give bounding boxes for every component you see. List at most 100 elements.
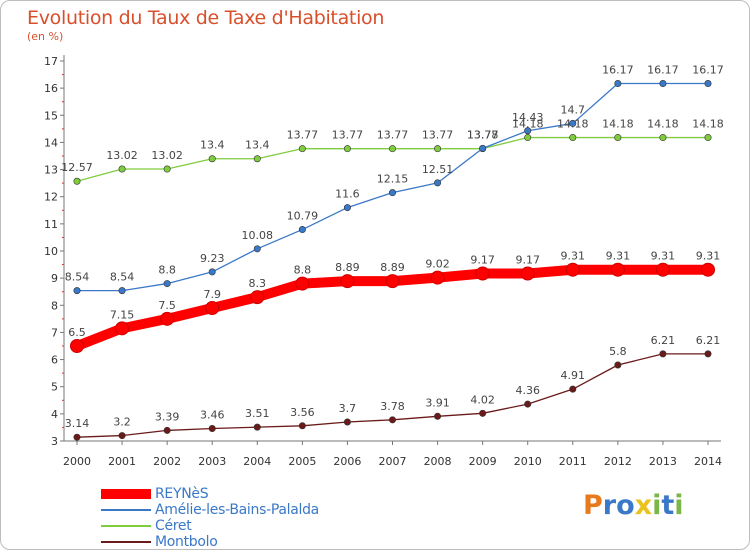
- series-point: [160, 311, 175, 326]
- data-label: 8.8: [294, 264, 312, 277]
- series-point: [343, 145, 351, 153]
- data-label: 3.56: [290, 406, 315, 419]
- data-label: 13.02: [106, 149, 138, 162]
- data-label: 6.21: [651, 334, 676, 347]
- data-label: 14.18: [692, 118, 724, 131]
- data-label: 7.15: [110, 308, 135, 321]
- series-point: [659, 80, 667, 88]
- series-point: [208, 155, 216, 163]
- y-tick-label: 14: [44, 136, 58, 149]
- logo-letter: t: [661, 490, 675, 521]
- series-point: [343, 204, 351, 212]
- data-label: 8.89: [335, 261, 360, 274]
- data-label: 13.77: [467, 129, 499, 142]
- series-point: [475, 266, 490, 281]
- data-label: 10.79: [287, 210, 319, 223]
- x-tick-label: 2011: [559, 455, 587, 468]
- series-point: [73, 177, 81, 185]
- y-tick-label: 13: [44, 164, 58, 177]
- logo-letter: o: [616, 490, 635, 521]
- series-point: [385, 274, 400, 289]
- y-tick-label: 12: [44, 191, 58, 204]
- data-label: 4.36: [515, 384, 540, 397]
- series-point: [70, 339, 84, 353]
- y-tick-label: 9: [51, 272, 58, 285]
- series-point: [655, 262, 670, 277]
- series-point: [118, 432, 126, 440]
- series-line-4: [76, 353, 709, 438]
- chart-unit: (en %): [27, 30, 64, 43]
- legend-swatch: [101, 541, 151, 543]
- legend-label: Amélie-les-Bains-Palalda: [155, 502, 319, 518]
- proxiti-logo: Proxiti: [583, 490, 684, 521]
- series-point: [208, 425, 216, 433]
- data-label: 13.4: [200, 139, 225, 152]
- x-tick-label: 2008: [424, 455, 452, 468]
- y-tick-label: 8: [51, 299, 58, 312]
- data-label: 9.17: [470, 254, 495, 267]
- series-point: [569, 119, 577, 127]
- data-label: 3.7: [339, 402, 357, 415]
- series-point: [569, 385, 577, 393]
- data-label: 14.18: [602, 118, 634, 131]
- y-tick-label: 5: [51, 381, 58, 394]
- series-point: [118, 287, 126, 295]
- series-point: [295, 276, 310, 291]
- x-tick-label: 2010: [514, 455, 542, 468]
- y-tick-label: 16: [44, 82, 58, 95]
- series-point: [704, 134, 712, 142]
- series-point: [614, 134, 622, 142]
- series-point: [701, 262, 715, 277]
- x-tick-label: 2009: [469, 455, 497, 468]
- logo-letter: P: [583, 490, 603, 521]
- series-point: [118, 165, 126, 173]
- y-tick-label: 7: [51, 326, 58, 339]
- series-point: [388, 189, 396, 197]
- data-label: 7.9: [203, 288, 221, 301]
- series-point: [430, 270, 445, 285]
- logo-letter: i: [652, 490, 662, 521]
- series-point: [115, 321, 130, 336]
- data-label: 13.77: [377, 129, 409, 142]
- series-point: [343, 418, 351, 426]
- series-point: [434, 179, 442, 187]
- series-point: [659, 134, 667, 142]
- data-label: 3.2: [113, 416, 131, 429]
- series-point: [565, 262, 580, 277]
- data-label: 9.31: [561, 250, 586, 263]
- series-point: [253, 245, 261, 253]
- y-tick-label: 10: [44, 245, 58, 258]
- series-point: [205, 301, 220, 315]
- series-point: [298, 226, 306, 234]
- series-point: [479, 144, 487, 152]
- data-label: 13.77: [422, 129, 454, 142]
- data-label: 9.31: [606, 250, 631, 263]
- series-point: [388, 416, 396, 424]
- series-point: [610, 262, 625, 277]
- series-point: [659, 350, 667, 358]
- series-point: [73, 433, 81, 441]
- data-label: 4.02: [470, 393, 495, 406]
- series-point: [569, 134, 577, 142]
- x-tick-label: 2004: [243, 455, 271, 468]
- data-label: 10.08: [242, 229, 274, 242]
- series-point: [388, 145, 396, 153]
- y-tick-label: 15: [44, 109, 58, 122]
- data-label: 9.17: [515, 254, 540, 267]
- data-label: 14.18: [512, 118, 544, 131]
- logo-letter: r: [602, 490, 617, 521]
- data-label: 9.23: [200, 252, 225, 265]
- series-point: [163, 280, 171, 288]
- data-label: 9.31: [651, 250, 676, 263]
- series-point: [298, 145, 306, 153]
- legend-swatch: [101, 525, 151, 527]
- logo-letter: x: [634, 490, 653, 521]
- data-label: 8.54: [65, 271, 90, 284]
- data-label: 3.46: [200, 409, 225, 422]
- series-point: [208, 268, 216, 276]
- data-label: 3.39: [155, 410, 180, 423]
- data-label: 16.17: [692, 64, 724, 77]
- legend-swatch: [101, 489, 151, 499]
